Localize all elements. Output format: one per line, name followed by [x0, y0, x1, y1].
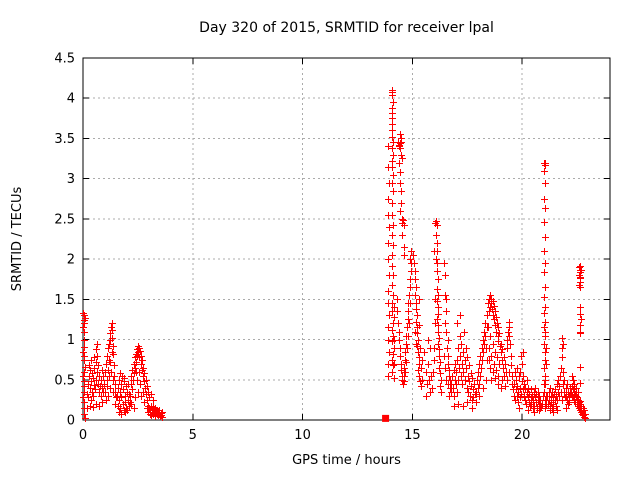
scatter-plus-markers [80, 87, 589, 422]
x-tick-label: 5 [189, 428, 197, 443]
x-tick-label: 10 [294, 428, 311, 443]
x-tick-label: 0 [79, 428, 87, 443]
y-tick-label: 1 [67, 333, 75, 348]
x-tick-label: 20 [514, 428, 531, 443]
y-tick-label: 2.5 [54, 212, 75, 227]
x-axis-label: GPS time / hours [292, 453, 401, 468]
y-tick-label: 0 [67, 414, 75, 429]
y-tick-label: 4 [67, 92, 75, 107]
y-axis-label: SRMTID / TECUs [10, 187, 25, 292]
y-tick-label: 3 [67, 172, 75, 187]
x-tick-label: 15 [404, 428, 421, 443]
axis-tick-labels: 0 5 10 15 20 0 0.5 1 1.5 2 2.5 3 3.5 4 4.5 [54, 52, 530, 444]
y-tick-label: 1.5 [54, 293, 75, 308]
y-tick-label: 0.5 [54, 373, 75, 388]
y-tick-label: 4.5 [54, 52, 75, 67]
data-points [80, 87, 589, 422]
grid-lines [83, 58, 610, 420]
filled-square-marker [382, 414, 390, 422]
y-tick-label: 2 [67, 253, 75, 268]
y-tick-label: 3.5 [54, 132, 75, 147]
chart-title: Day 320 of 2015, SRMTID for receiver lpa… [199, 20, 494, 36]
plot-border [82, 57, 611, 421]
